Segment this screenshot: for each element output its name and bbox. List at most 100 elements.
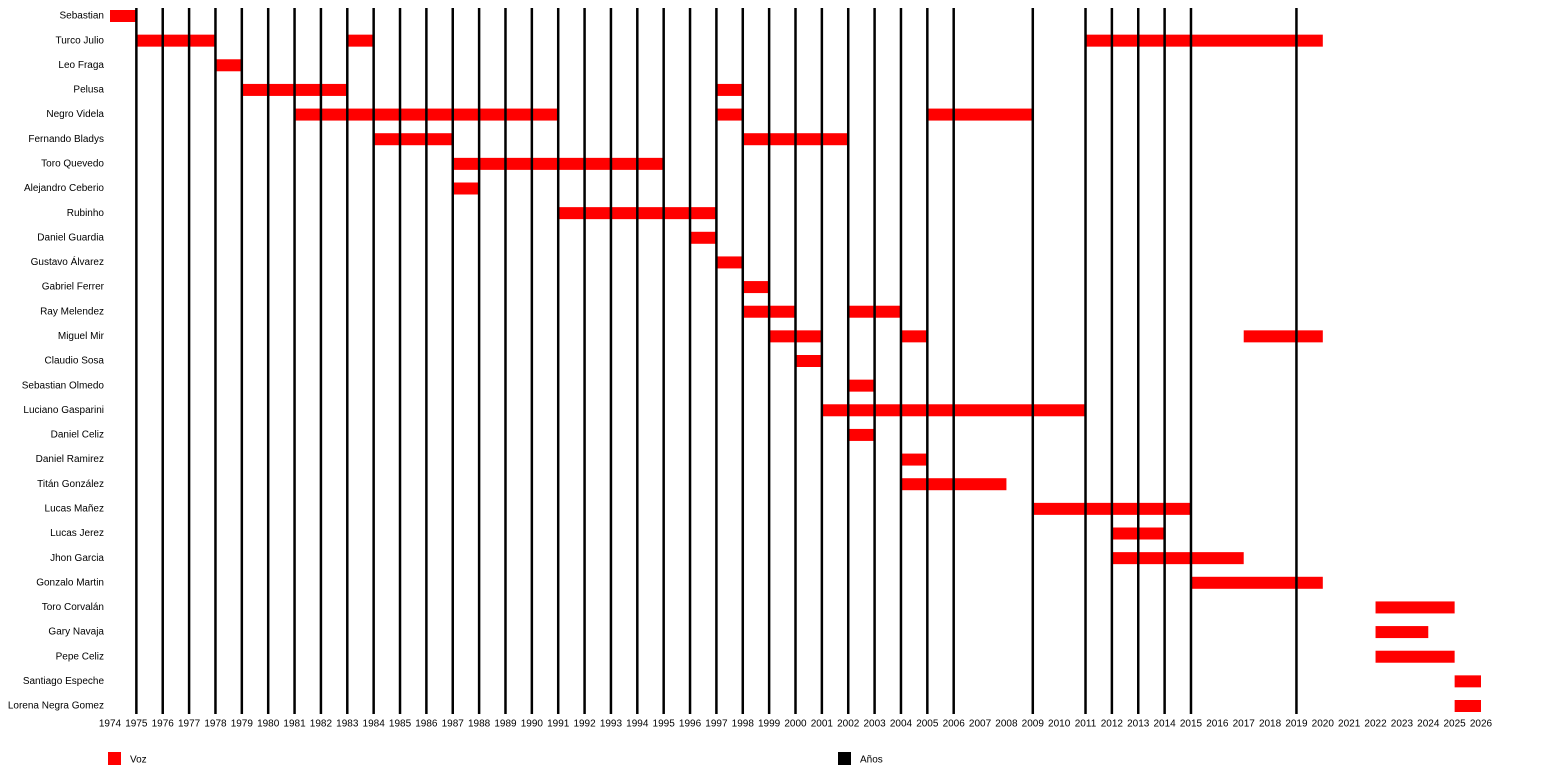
period-bar [1375, 601, 1455, 614]
period-bar [716, 83, 743, 96]
row-label: Toro Quevedo [41, 158, 104, 169]
legend-label: Años [860, 755, 883, 766]
x-tick-label: 2018 [1259, 719, 1282, 730]
x-tick-label: 2026 [1470, 719, 1493, 730]
period-bar [215, 59, 242, 72]
period-bar [1243, 330, 1323, 343]
x-tick-label: 2013 [1127, 719, 1150, 730]
x-tick-label: 1999 [758, 719, 781, 730]
x-tick-label: 2011 [1075, 719, 1097, 730]
x-tick-label: 1976 [152, 719, 175, 730]
x-tick-label: 2025 [1444, 719, 1467, 730]
row-label: Lucas Mañez [45, 503, 104, 514]
x-tick-label: 2008 [995, 719, 1018, 730]
x-tick-label: 2014 [1153, 719, 1176, 730]
period-bar [716, 256, 743, 269]
row-label: Negro Videla [46, 109, 104, 120]
x-tick-label: 1984 [363, 719, 386, 730]
row-label: Alejandro Ceberio [24, 183, 104, 194]
row-label: Gonzalo Martin [36, 577, 104, 588]
x-tick-label: 1974 [99, 719, 122, 730]
x-tick-label: 1983 [336, 719, 359, 730]
x-tick-label: 2017 [1233, 719, 1256, 730]
x-tick-label: 1978 [204, 719, 227, 730]
row-label: Fernando Bladys [28, 134, 104, 145]
x-tick-label: 2016 [1206, 719, 1229, 730]
x-tick-label: 1987 [442, 719, 465, 730]
x-tick-label: 1998 [732, 719, 755, 730]
row-label: Gabriel Ferrer [42, 282, 105, 293]
x-tick-label: 2024 [1417, 719, 1440, 730]
x-tick-label: 2023 [1391, 719, 1414, 730]
x-tick-label: 1996 [679, 719, 702, 730]
x-tick-label: 2006 [943, 719, 966, 730]
x-tick-label: 1995 [653, 719, 676, 730]
row-label: Daniel Celiz [51, 430, 104, 441]
x-tick-label: 1980 [257, 719, 280, 730]
row-label: Lucas Jerez [50, 528, 104, 539]
row-label: Luciano Gasparini [23, 405, 104, 416]
x-tick-label: 1990 [521, 719, 544, 730]
x-tick-label: 2007 [969, 719, 992, 730]
x-tick-label: 1982 [310, 719, 333, 730]
x-tick-label: 1979 [231, 719, 254, 730]
period-bar [742, 281, 770, 294]
x-tick-label: 2000 [784, 719, 807, 730]
x-tick-label: 1992 [573, 719, 596, 730]
period-bar [136, 34, 216, 47]
x-tick-label: 2015 [1180, 719, 1203, 730]
row-label: Sebastian Olmedo [22, 380, 105, 391]
x-tick-label: 2004 [890, 719, 913, 730]
period-bar [373, 133, 453, 146]
row-label: Claudio Sosa [45, 356, 105, 367]
period-bar [1454, 700, 1481, 712]
period-bar [1085, 34, 1323, 47]
x-tick-label: 2005 [916, 719, 939, 730]
row-label: Turco Julio [55, 35, 104, 46]
x-tick-label: 2009 [1022, 719, 1045, 730]
row-label: Daniel Ramirez [36, 454, 104, 465]
x-tick-label: 1989 [494, 719, 517, 730]
x-tick-label: 1985 [389, 719, 412, 730]
period-bar [1375, 650, 1455, 663]
row-label: Gustavo Álvarez [31, 255, 104, 268]
period-bar [690, 231, 717, 244]
period-bar [1190, 576, 1323, 589]
x-tick-label: 2019 [1285, 719, 1308, 730]
period-bar [848, 379, 875, 392]
period-bar [900, 330, 928, 343]
x-tick-label: 2003 [863, 719, 886, 730]
row-label: Rubinho [67, 208, 105, 219]
period-bar [347, 34, 374, 47]
row-label: Pelusa [73, 85, 104, 96]
period-bar [795, 355, 822, 367]
x-tick-label: 2020 [1312, 719, 1335, 730]
period-bar [848, 428, 875, 441]
legend-label: Voz [130, 755, 147, 766]
x-tick-label: 1975 [125, 719, 148, 730]
row-label: Sebastian [60, 11, 104, 22]
legend-swatch [108, 752, 121, 765]
x-tick-label: 1997 [705, 719, 728, 730]
x-tick-label: 1993 [600, 719, 623, 730]
x-tick-label: 2012 [1101, 719, 1124, 730]
x-tick-label: 1988 [468, 719, 491, 730]
x-tick-label: 1977 [178, 719, 201, 730]
row-label: Jhon Garcia [50, 553, 104, 564]
x-tick-label: 1981 [283, 719, 306, 730]
row-label: Miguel Mir [58, 331, 105, 342]
x-tick-label: 2002 [837, 719, 860, 730]
row-label: Lorena Negra Gomez [8, 701, 104, 712]
row-label: Ray Melendez [40, 306, 104, 317]
x-tick-label: 2001 [811, 719, 834, 730]
x-tick-label: 1991 [547, 719, 570, 730]
legend-swatch [838, 752, 851, 765]
x-tick-label: 1986 [415, 719, 438, 730]
row-label: Leo Fraga [58, 60, 104, 71]
period-bar [110, 10, 137, 22]
period-bar [1111, 552, 1244, 565]
row-label: Toro Corvalán [42, 602, 104, 613]
period-bar [716, 108, 743, 121]
period-bar [1454, 675, 1481, 688]
